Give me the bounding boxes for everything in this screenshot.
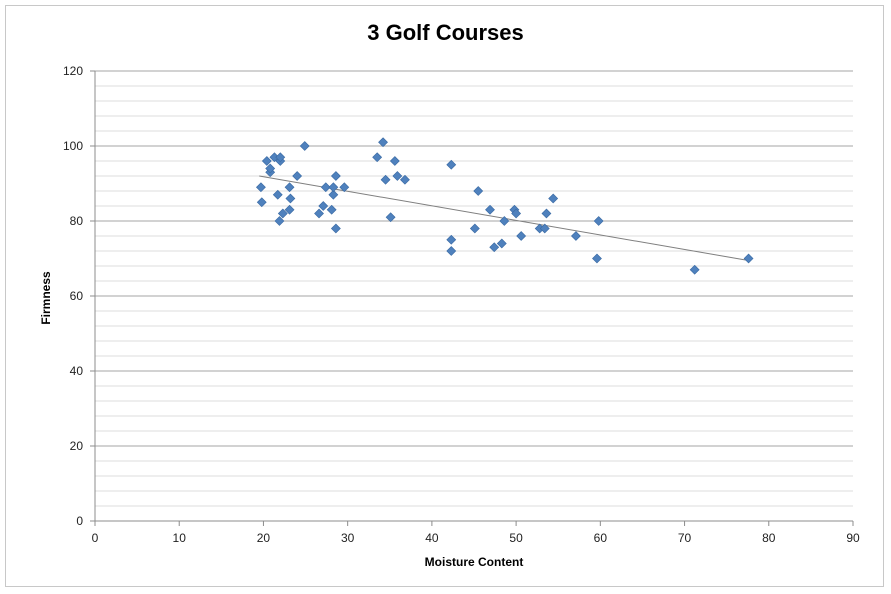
data-point [548, 193, 559, 204]
data-point [489, 242, 500, 253]
data-point [516, 231, 527, 241]
x-tick-label: 50 [509, 531, 523, 545]
data-point [328, 189, 339, 200]
data-point [378, 137, 388, 148]
data-point [511, 208, 522, 219]
data-point [592, 253, 602, 264]
x-axis-title: Moisture Content [425, 555, 524, 569]
data-point [255, 182, 266, 193]
axes [90, 70, 854, 526]
x-tick-label: 30 [341, 531, 355, 545]
data-point [372, 152, 383, 163]
data-point [389, 156, 400, 166]
x-tick-label: 80 [762, 531, 776, 545]
data-point [292, 171, 303, 181]
data-point [392, 171, 403, 181]
data-point [539, 223, 550, 234]
x-tick-label: 10 [173, 531, 187, 545]
data-point [275, 152, 286, 163]
x-tick-label: 0 [92, 531, 99, 545]
y-tick-label: 120 [63, 64, 83, 78]
data-point [330, 223, 341, 234]
data-point [318, 201, 329, 211]
data-point [328, 182, 339, 193]
data-point [339, 182, 350, 193]
data-point [277, 208, 288, 219]
x-tick-label: 40 [425, 531, 439, 545]
data-point [326, 204, 337, 215]
data-point [570, 231, 581, 241]
grid-lines [95, 70, 853, 522]
data-point [499, 216, 510, 226]
data-point [446, 246, 457, 256]
x-tick-label: 20 [257, 531, 271, 545]
tick-labels: 0 10 20 30 40 50 60 70 80 90 0 20 40 60 80 100 120 [63, 64, 860, 545]
y-tick-label: 20 [70, 439, 84, 453]
data-point [261, 156, 272, 166]
y-axis-title: Firmness [39, 271, 53, 325]
y-tick-label: 80 [70, 214, 84, 228]
data-point [265, 163, 276, 174]
data-point [380, 174, 391, 185]
x-tick-label: 60 [594, 531, 608, 545]
x-tick-label: 70 [678, 531, 692, 545]
data-point [320, 182, 331, 193]
data-point [473, 186, 484, 196]
y-tick-label: 40 [70, 364, 84, 378]
data-point [299, 141, 310, 151]
data-point [593, 216, 604, 226]
y-tick-label: 0 [76, 514, 83, 528]
y-tick-label: 100 [63, 139, 83, 153]
data-point [400, 174, 410, 185]
data-point [469, 223, 480, 234]
data-point [285, 193, 296, 204]
data-point [496, 238, 507, 249]
data-point [256, 197, 267, 208]
data-point [446, 159, 457, 170]
data-point [284, 204, 295, 215]
data-point [284, 182, 295, 193]
data-point [485, 204, 495, 215]
data-points [255, 137, 754, 275]
data-point [274, 216, 285, 226]
chart-title: 3 Golf Courses [367, 20, 524, 45]
data-point [385, 212, 396, 223]
data-point [743, 253, 754, 264]
data-point [272, 189, 283, 200]
data-point [689, 264, 700, 275]
x-tick-label: 90 [846, 531, 860, 545]
data-point [330, 171, 341, 181]
data-point [314, 208, 324, 219]
data-point [446, 234, 457, 245]
data-point [541, 208, 552, 219]
y-tick-label: 60 [70, 289, 84, 303]
